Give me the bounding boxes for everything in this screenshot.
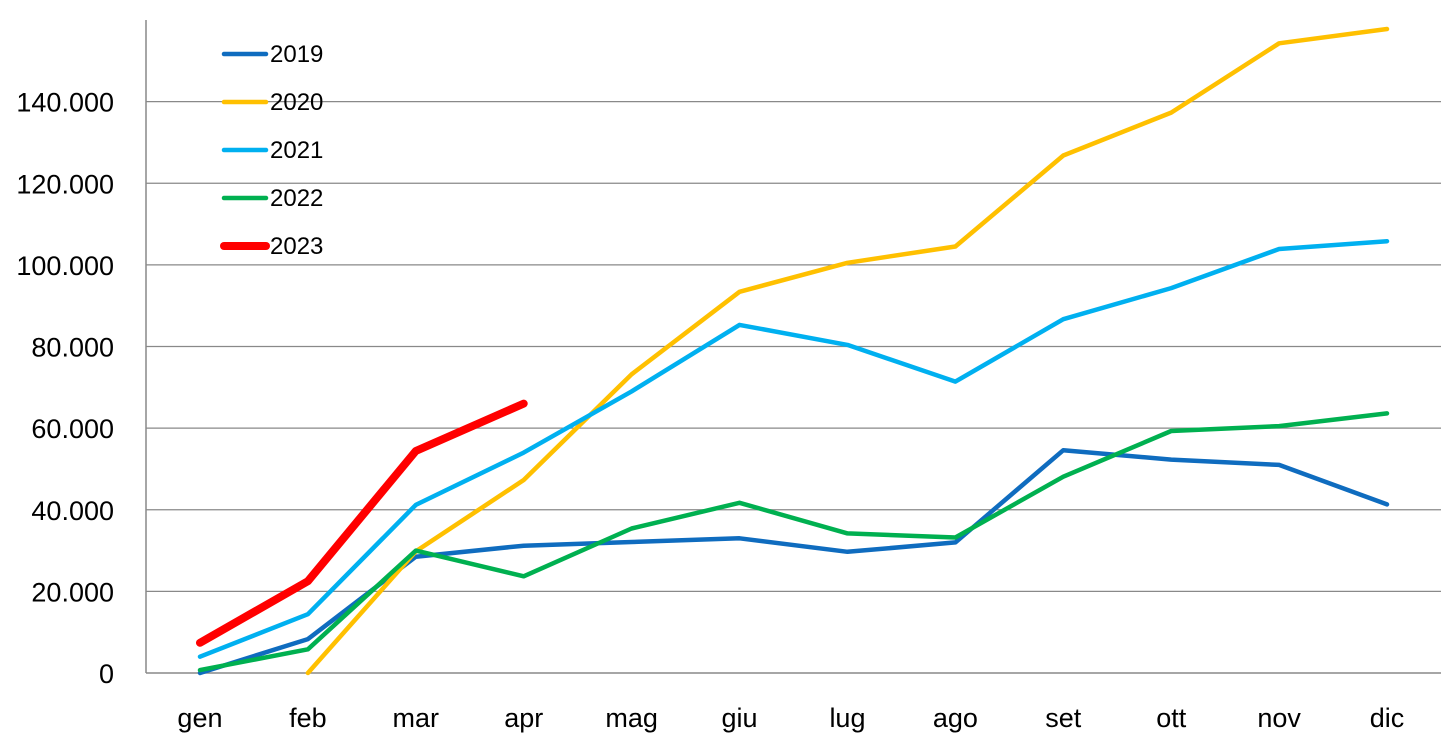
legend-item-2022: 2022 [224,185,323,212]
x-tick-label: giu [722,703,758,733]
legend-item-2021: 2021 [224,137,323,164]
series-2019 [200,450,1387,673]
x-tick-label: gen [177,703,222,733]
y-tick-label: 60.000 [31,414,114,444]
y-tick-label: 100.000 [16,251,114,281]
series-line-2019 [200,450,1387,673]
x-tick-label: ott [1156,703,1187,733]
x-tick-label: set [1045,703,1082,733]
series-line-2020 [308,29,1387,673]
legend-item-2019: 2019 [224,41,323,68]
x-tick-label: lug [829,703,865,733]
x-tick-label: apr [504,703,543,733]
legend-item-2020: 2020 [224,89,323,116]
legend: 2019 2020 2021 2022 2023 [224,41,323,260]
x-tick-label: ago [933,703,978,733]
y-tick-label: 40.000 [31,496,114,526]
y-tick-label: 20.000 [31,577,114,607]
x-tick-label: nov [1257,703,1301,733]
x-tick-label: mar [393,703,440,733]
y-tick-label: 80.000 [31,333,114,363]
legend-label: 2020 [270,89,323,116]
series-lines [200,29,1387,673]
y-tick-label: 0 [99,659,114,689]
y-tick-label: 140.000 [16,88,114,118]
y-tick-label: 120.000 [16,169,114,199]
x-tick-label: feb [289,703,327,733]
legend-label: 2023 [270,233,323,260]
legend-label: 2019 [270,41,323,68]
x-tick-label: dic [1370,703,1405,733]
series-2023 [200,404,524,643]
legend-label: 2021 [270,137,323,164]
legend-label: 2022 [270,185,323,212]
x-tick-label: mag [605,703,658,733]
series-2020 [308,29,1387,673]
legend-item-2023: 2023 [224,233,323,260]
series-line-2023 [200,404,524,643]
